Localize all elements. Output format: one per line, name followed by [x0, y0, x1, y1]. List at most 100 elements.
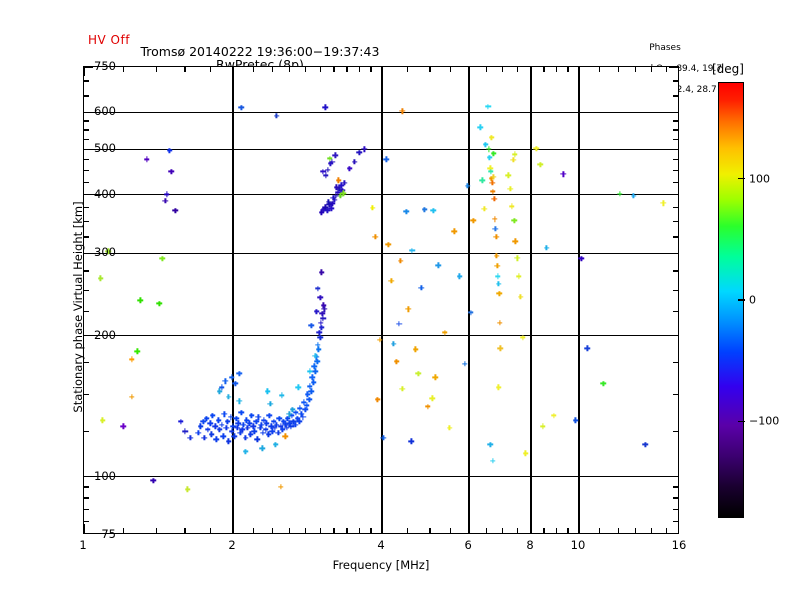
x-axis-minor-tick — [650, 528, 652, 533]
y-axis-tick-label: 300 — [94, 245, 116, 260]
data-point-marker — [495, 281, 502, 287]
data-point-marker — [239, 426, 246, 433]
data-point-marker — [304, 402, 310, 408]
data-point-marker — [97, 275, 104, 282]
data-point-marker — [509, 203, 515, 209]
data-point-marker — [244, 425, 251, 431]
data-point-marker — [485, 103, 491, 110]
data-point-marker — [322, 104, 328, 111]
data-point-marker — [341, 180, 348, 186]
y-axis-major-tick — [669, 194, 678, 196]
data-point-marker — [229, 428, 235, 434]
data-point-marker — [273, 113, 280, 119]
y-gridline — [84, 252, 678, 254]
y-axis-minor-tick — [84, 311, 89, 313]
x-axis-minor-tick — [516, 67, 518, 72]
data-point-marker — [630, 193, 637, 199]
data-point-marker — [313, 308, 320, 315]
data-point-marker — [642, 441, 648, 448]
y-axis-minor-tick — [673, 138, 678, 141]
data-point-marker — [259, 445, 265, 451]
data-point-marker — [425, 403, 431, 410]
x-axis-minor-tick — [429, 528, 431, 533]
data-point-marker — [258, 422, 264, 428]
data-point-marker — [325, 167, 331, 173]
y-axis-major-tick — [84, 67, 93, 68]
data-point-marker — [242, 448, 249, 455]
hv-status-label: HV Off — [88, 33, 130, 47]
data-point-marker — [292, 422, 298, 428]
y-axis-minor-tick — [84, 170, 89, 172]
data-point-marker — [337, 193, 344, 199]
y-axis-minor-tick — [84, 207, 89, 209]
x-axis-minor-tick — [319, 67, 321, 72]
data-point-marker — [276, 415, 282, 422]
data-point-marker — [412, 346, 419, 353]
data-point-marker — [236, 370, 243, 377]
data-point-marker — [284, 415, 291, 422]
y-axis-major-tick — [669, 252, 678, 254]
data-point-marker — [184, 486, 191, 492]
data-point-marker — [492, 216, 498, 222]
data-point-marker — [247, 431, 254, 438]
x-axis-minor-tick — [567, 528, 569, 533]
data-point-marker — [195, 430, 201, 436]
x-axis-major-tick — [381, 67, 383, 76]
data-point-marker — [512, 238, 519, 245]
x-axis-minor-tick — [288, 528, 290, 533]
data-point-marker — [351, 159, 358, 165]
data-point-marker — [308, 322, 315, 329]
y-axis-major-tick — [84, 194, 93, 196]
x-axis-minor-tick — [155, 67, 157, 72]
data-point-marker — [159, 255, 166, 262]
data-point-marker — [408, 438, 414, 444]
x-gridline — [232, 67, 234, 533]
data-point-marker — [496, 290, 502, 297]
x-axis-minor-tick — [288, 67, 290, 72]
x-axis-major-tick — [468, 67, 470, 76]
data-point-marker — [129, 394, 135, 400]
x-axis-minor-tick — [449, 67, 452, 72]
data-point-marker — [263, 420, 270, 426]
data-point-marker — [316, 329, 323, 336]
y-gridline — [84, 148, 678, 151]
data-point-marker — [200, 418, 206, 425]
x-axis-minor-tick — [634, 528, 636, 533]
colorbar-tick-label: −100 — [749, 414, 780, 428]
data-point-marker — [224, 418, 231, 425]
data-point-marker — [516, 273, 522, 279]
data-point-marker — [380, 435, 386, 441]
data-point-marker — [511, 217, 517, 224]
data-point-marker — [248, 412, 255, 419]
x-axis-minor-tick — [617, 528, 619, 533]
data-point-marker — [361, 146, 367, 152]
data-point-marker — [307, 368, 313, 374]
data-point-marker — [487, 441, 494, 448]
plot-title-line1: Tromsø 20140222 19:36:00−19:37:43 — [0, 29, 800, 74]
data-point-marker — [600, 380, 607, 387]
data-point-marker — [488, 134, 495, 141]
x-axis-minor-tick — [429, 67, 431, 72]
x-axis-minor-tick — [252, 67, 255, 72]
data-point-marker — [372, 234, 379, 240]
colorbar-tick-label: 100 — [749, 172, 770, 186]
data-point-marker — [313, 354, 320, 360]
data-point-marker — [482, 141, 489, 148]
data-point-marker — [322, 204, 328, 211]
data-point-marker — [490, 458, 496, 464]
x-axis-minor-tick — [304, 67, 306, 72]
x-axis-major-tick — [468, 524, 470, 533]
data-point-marker — [584, 345, 591, 351]
y-axis-minor-tick — [673, 221, 678, 223]
data-point-marker — [390, 341, 397, 347]
y-axis-tick-label: 75 — [101, 527, 116, 541]
data-point-marker — [257, 425, 263, 431]
data-point-marker — [307, 383, 313, 389]
x-axis-minor-tick — [617, 67, 619, 72]
y-axis-minor-tick — [673, 207, 678, 209]
y-axis-minor-tick — [673, 430, 678, 432]
y-axis-minor-tick — [673, 129, 678, 131]
y-axis-minor-tick — [673, 486, 678, 488]
data-point-marker — [268, 423, 275, 430]
